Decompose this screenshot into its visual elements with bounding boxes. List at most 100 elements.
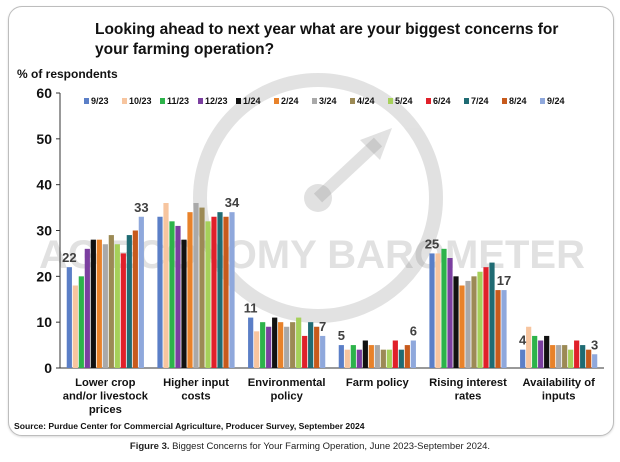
source-note: Source: Purdue Center for Commercial Agr…	[14, 421, 365, 431]
bar	[90, 239, 96, 368]
x-category-label: Rising interest	[429, 377, 507, 389]
legend-label: 2/24	[281, 96, 299, 106]
bar	[229, 212, 235, 368]
legend-label: 8/24	[509, 96, 527, 106]
figure-caption: Figure 3. Biggest Concerns for Your Farm…	[0, 441, 620, 452]
y-tick-label: 40	[36, 177, 52, 193]
x-category-label: costs	[181, 391, 210, 403]
bar	[211, 216, 217, 368]
bar	[592, 354, 598, 368]
bar	[126, 235, 132, 368]
bar	[495, 290, 501, 368]
bar	[562, 345, 568, 368]
bar	[374, 345, 380, 368]
x-category-label: and/or livestock	[63, 391, 149, 403]
data-label: 25	[425, 236, 439, 251]
bar	[489, 262, 495, 368]
bar	[272, 317, 278, 368]
bar	[66, 267, 72, 368]
data-label: 33	[134, 200, 148, 215]
y-axis-label: % of respondents	[17, 67, 118, 81]
x-category-label: prices	[89, 404, 122, 416]
bar	[314, 326, 320, 368]
bar	[441, 248, 447, 368]
legend-swatch	[160, 98, 165, 104]
legend-label: 10/23	[129, 96, 152, 106]
x-category-label: Lower crop	[75, 377, 135, 389]
legend-label: 5/24	[395, 96, 413, 106]
bar	[308, 322, 314, 368]
bar	[102, 244, 108, 368]
data-label: 3	[591, 337, 598, 352]
legend-label: 12/23	[205, 96, 228, 106]
bar	[284, 326, 290, 368]
bar	[96, 239, 102, 368]
bar	[254, 331, 260, 368]
bar	[429, 253, 435, 368]
y-tick-label: 50	[36, 131, 52, 147]
bar	[290, 322, 296, 368]
bar	[278, 322, 284, 368]
bar	[410, 340, 416, 368]
y-tick-label: 30	[36, 223, 52, 239]
legend-label: 9/23	[91, 96, 109, 106]
legend-swatch	[274, 98, 279, 104]
bar	[544, 335, 550, 368]
bar	[550, 345, 556, 368]
bar	[362, 340, 368, 368]
bar	[193, 203, 199, 368]
x-category-label: Environmental	[248, 377, 326, 389]
bar	[435, 253, 441, 368]
bar	[350, 345, 356, 368]
bar	[266, 326, 272, 368]
legend-label: 11/23	[167, 96, 189, 106]
bar	[223, 216, 229, 368]
y-tick-label: 60	[36, 85, 52, 101]
bar	[556, 345, 562, 368]
bar	[501, 290, 507, 368]
bar	[471, 276, 477, 368]
legend-label: 4/24	[357, 96, 375, 106]
bar	[205, 221, 211, 368]
legend-swatch	[198, 98, 203, 104]
bar	[163, 203, 169, 368]
x-category-label: Availability of	[523, 377, 596, 389]
bar	[580, 345, 586, 368]
bar	[157, 216, 163, 368]
legend-swatch	[426, 98, 431, 104]
bar	[132, 230, 138, 368]
bar	[526, 326, 532, 368]
bar	[320, 335, 326, 368]
bar	[181, 239, 187, 368]
bar	[483, 267, 489, 368]
legend-swatch	[350, 98, 355, 104]
bar	[217, 212, 223, 368]
bar	[586, 349, 592, 368]
legend-swatch	[122, 98, 127, 104]
bar	[465, 280, 471, 368]
bar	[296, 317, 302, 368]
bar	[169, 221, 175, 368]
bar	[187, 212, 193, 368]
data-label: 4	[519, 333, 527, 348]
bar	[453, 276, 459, 368]
data-label: 7	[319, 319, 326, 334]
bar	[72, 285, 78, 368]
legend-swatch	[388, 98, 393, 104]
bar	[477, 271, 483, 368]
bar	[175, 225, 181, 368]
bar	[368, 345, 374, 368]
legend-swatch	[236, 98, 241, 104]
x-category-label: rates	[455, 391, 482, 403]
x-category-label: inputs	[542, 391, 576, 403]
data-label: 5	[338, 328, 345, 343]
data-label: 17	[497, 273, 511, 288]
bar	[447, 258, 453, 368]
legend-swatch	[312, 98, 317, 104]
bar	[260, 322, 266, 368]
bar	[568, 349, 574, 368]
bar	[120, 253, 126, 368]
bar	[392, 340, 398, 368]
x-category-label: Farm policy	[346, 377, 410, 389]
legend-swatch	[84, 98, 89, 104]
